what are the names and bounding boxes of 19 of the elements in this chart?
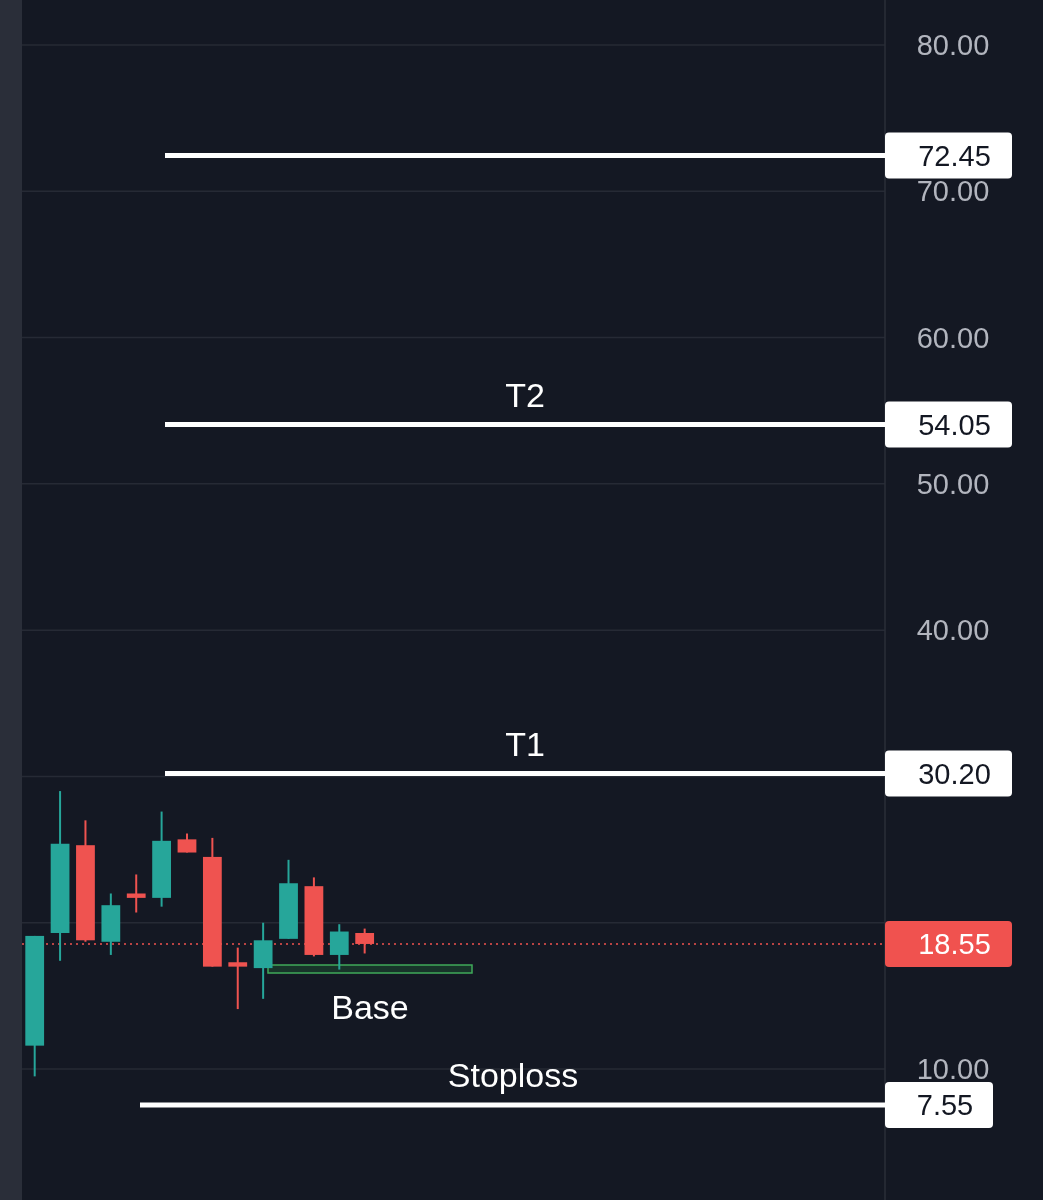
y-tick-label: 70.00 bbox=[916, 175, 990, 208]
candlestick bbox=[177, 832, 197, 854]
annotation: T2 bbox=[505, 375, 545, 414]
annotation: T1 bbox=[505, 724, 545, 763]
ref-line-label: 72.45 bbox=[918, 139, 991, 172]
annotation: Stoploss bbox=[447, 1055, 579, 1094]
y-tick-label: 50.00 bbox=[916, 467, 990, 500]
ref-line-label: 7.55 bbox=[916, 1089, 974, 1122]
ref-line-label: 30.20 bbox=[918, 757, 991, 790]
ref-line-label: 18.55 bbox=[918, 928, 991, 961]
y-tick-label: 60.00 bbox=[916, 321, 990, 354]
annotation: Base bbox=[331, 988, 409, 1026]
y-tick-label: 10.00 bbox=[916, 1053, 990, 1086]
ref-line-label: 54.05 bbox=[918, 409, 991, 442]
y-tick-label: 40.00 bbox=[916, 614, 990, 647]
candlestick bbox=[126, 873, 146, 914]
candlestick bbox=[329, 923, 349, 971]
y-tick-label: 80.00 bbox=[916, 29, 990, 62]
candlestick bbox=[228, 946, 248, 1011]
